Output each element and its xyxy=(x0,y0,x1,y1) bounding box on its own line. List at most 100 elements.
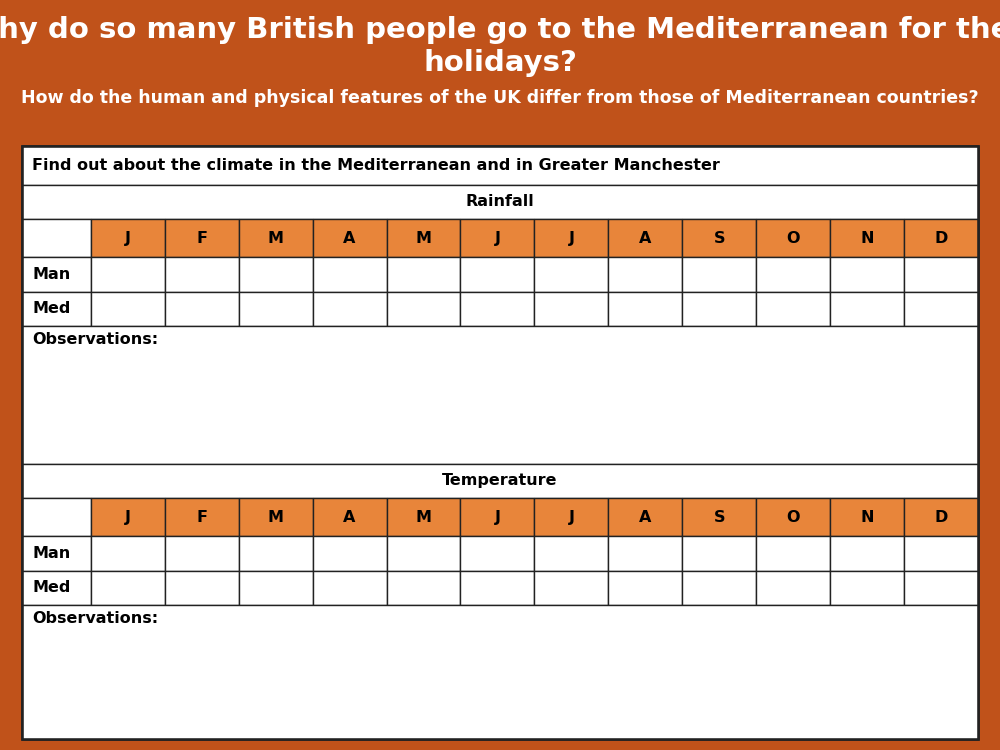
Bar xyxy=(682,219,756,257)
Text: N: N xyxy=(860,231,874,246)
Bar xyxy=(91,219,165,257)
Bar xyxy=(904,219,978,257)
Text: N: N xyxy=(860,510,874,525)
Bar xyxy=(830,536,904,571)
Text: Med: Med xyxy=(32,302,71,316)
Bar xyxy=(387,257,460,292)
Text: Observations:: Observations: xyxy=(32,611,158,626)
Bar xyxy=(534,292,608,326)
Bar xyxy=(22,257,91,292)
Bar xyxy=(387,219,460,257)
Bar xyxy=(682,292,756,326)
Bar xyxy=(534,219,608,257)
Text: Observations:: Observations: xyxy=(32,332,158,347)
Bar xyxy=(608,498,682,536)
Bar xyxy=(91,292,165,326)
Bar xyxy=(313,571,387,605)
Text: O: O xyxy=(786,510,800,525)
Bar xyxy=(22,146,978,184)
Bar xyxy=(239,219,313,257)
Bar xyxy=(239,536,313,571)
Bar xyxy=(904,257,978,292)
Bar xyxy=(534,571,608,605)
Text: J: J xyxy=(494,231,500,246)
Bar xyxy=(313,292,387,326)
Bar xyxy=(830,571,904,605)
Bar xyxy=(904,498,978,536)
Bar xyxy=(608,536,682,571)
Text: Find out about the climate in the Mediterranean and in Greater Manchester: Find out about the climate in the Medite… xyxy=(32,158,720,173)
Bar xyxy=(387,536,460,571)
Bar xyxy=(239,498,313,536)
Bar xyxy=(239,571,313,605)
Text: Temperature: Temperature xyxy=(442,473,558,488)
Bar xyxy=(608,292,682,326)
Bar xyxy=(165,498,239,536)
Bar xyxy=(756,219,830,257)
Bar xyxy=(91,536,165,571)
Bar xyxy=(460,536,534,571)
Bar xyxy=(830,257,904,292)
Bar xyxy=(756,571,830,605)
Text: How do the human and physical features of the UK differ from those of Mediterran: How do the human and physical features o… xyxy=(21,89,979,107)
Text: M: M xyxy=(416,231,432,246)
Bar xyxy=(756,257,830,292)
Bar xyxy=(313,536,387,571)
Bar xyxy=(22,571,91,605)
Bar xyxy=(313,219,387,257)
Text: J: J xyxy=(568,231,574,246)
Bar xyxy=(239,257,313,292)
Bar xyxy=(165,571,239,605)
Bar xyxy=(165,536,239,571)
Bar xyxy=(22,464,978,498)
Text: M: M xyxy=(268,510,284,525)
Bar xyxy=(460,257,534,292)
Text: O: O xyxy=(786,231,800,246)
Bar xyxy=(830,498,904,536)
Bar xyxy=(460,498,534,536)
Bar xyxy=(22,184,978,219)
Bar xyxy=(682,498,756,536)
Bar xyxy=(830,292,904,326)
Bar xyxy=(608,219,682,257)
Text: A: A xyxy=(639,510,651,525)
Bar xyxy=(756,292,830,326)
Bar xyxy=(608,571,682,605)
Bar xyxy=(460,292,534,326)
Bar xyxy=(165,219,239,257)
Bar xyxy=(313,257,387,292)
Bar xyxy=(22,326,978,464)
Bar xyxy=(756,536,830,571)
Bar xyxy=(904,571,978,605)
Bar xyxy=(91,498,165,536)
Text: Med: Med xyxy=(32,580,71,596)
Text: A: A xyxy=(343,231,356,246)
Bar xyxy=(904,536,978,571)
Text: D: D xyxy=(934,231,948,246)
Text: Man: Man xyxy=(32,546,71,561)
Text: S: S xyxy=(713,510,725,525)
Bar xyxy=(534,257,608,292)
Bar xyxy=(904,292,978,326)
Bar xyxy=(682,257,756,292)
Text: J: J xyxy=(125,231,131,246)
Text: Rainfall: Rainfall xyxy=(466,194,534,209)
Bar xyxy=(534,498,608,536)
Bar xyxy=(387,571,460,605)
Bar xyxy=(387,498,460,536)
Text: A: A xyxy=(343,510,356,525)
Bar xyxy=(22,605,978,739)
Bar xyxy=(22,292,91,326)
Bar xyxy=(165,292,239,326)
Bar xyxy=(22,498,91,536)
Bar xyxy=(460,571,534,605)
Bar xyxy=(608,257,682,292)
Bar xyxy=(313,498,387,536)
Bar xyxy=(91,571,165,605)
Bar xyxy=(165,257,239,292)
Bar xyxy=(682,536,756,571)
Text: F: F xyxy=(196,510,207,525)
Bar xyxy=(239,292,313,326)
Text: F: F xyxy=(196,231,207,246)
Bar xyxy=(22,219,91,257)
